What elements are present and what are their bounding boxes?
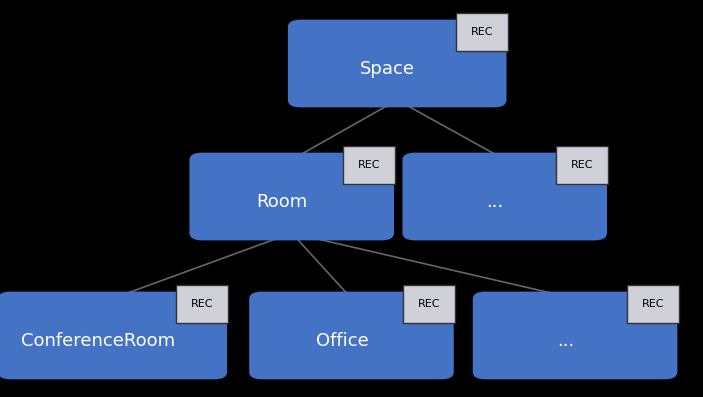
Text: Room: Room <box>257 193 308 212</box>
Text: REC: REC <box>470 27 494 37</box>
FancyBboxPatch shape <box>176 285 228 323</box>
FancyBboxPatch shape <box>0 291 227 380</box>
Text: ...: ... <box>557 332 574 351</box>
Text: ConferenceRoom: ConferenceRoom <box>21 332 175 351</box>
FancyBboxPatch shape <box>403 153 607 241</box>
Text: REC: REC <box>418 299 441 309</box>
Text: REC: REC <box>571 160 594 170</box>
FancyBboxPatch shape <box>288 20 506 108</box>
FancyBboxPatch shape <box>403 285 456 323</box>
Text: REC: REC <box>191 299 214 309</box>
FancyBboxPatch shape <box>249 291 454 380</box>
Text: REC: REC <box>641 299 664 309</box>
Text: ...: ... <box>486 193 504 212</box>
FancyBboxPatch shape <box>344 146 395 184</box>
Text: REC: REC <box>358 160 381 170</box>
Text: Office: Office <box>316 332 368 351</box>
FancyBboxPatch shape <box>456 13 508 51</box>
FancyBboxPatch shape <box>557 146 608 184</box>
FancyBboxPatch shape <box>190 153 394 241</box>
FancyBboxPatch shape <box>472 291 677 380</box>
FancyBboxPatch shape <box>627 285 678 323</box>
Text: Space: Space <box>360 60 415 79</box>
